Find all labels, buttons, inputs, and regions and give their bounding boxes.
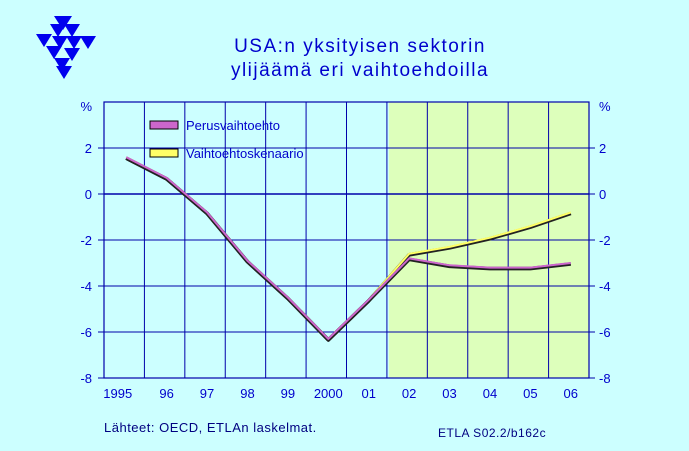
x-tick-label: 05 — [523, 386, 537, 401]
source-note: Lähteet: OECD, ETLAn laskelmat. — [104, 420, 317, 435]
x-tick-label: 1995 — [103, 386, 132, 401]
logo-triangle — [50, 24, 66, 37]
legend-label: Vaihtoehtoskenaario — [186, 146, 304, 161]
y-tick-label-right: -6 — [599, 325, 611, 340]
logo-triangle — [64, 24, 80, 37]
logo-triangle — [64, 48, 80, 61]
legend-swatch — [149, 120, 179, 130]
x-tick-label: 2000 — [314, 386, 343, 401]
x-tick-label: 01 — [361, 386, 375, 401]
legend-swatch — [149, 148, 179, 158]
x-tick-label: 96 — [159, 386, 173, 401]
y-unit-right: % — [599, 99, 611, 114]
y-unit-left: % — [80, 99, 92, 114]
y-tick-label-left: -4 — [80, 279, 92, 294]
y-tick-label-right: -4 — [599, 279, 611, 294]
logo-triangle — [36, 34, 52, 47]
legend-label: Perusvaihtoehto — [186, 118, 280, 133]
y-tick-label-left: -2 — [80, 233, 92, 248]
logo-triangle — [54, 16, 72, 30]
x-tick-label: 99 — [281, 386, 295, 401]
logo-triangle — [80, 36, 96, 49]
chart-code: ETLA S02.2/b162c — [438, 426, 547, 440]
series-line-perusvaihtoehto — [125, 156, 571, 340]
x-tick-label: 97 — [200, 386, 214, 401]
x-tick-label: 02 — [402, 386, 416, 401]
y-tick-label-right: 2 — [599, 141, 606, 156]
logo-triangle — [54, 58, 70, 71]
etla-logo — [36, 16, 96, 79]
x-tick-label: 98 — [240, 386, 254, 401]
y-tick-label-left: -8 — [80, 371, 92, 386]
y-tick-label-left: 0 — [85, 187, 92, 202]
x-tick-label: 03 — [442, 386, 456, 401]
y-tick-label-right: -2 — [599, 233, 611, 248]
x-tick-label: 06 — [564, 386, 578, 401]
logo-triangle — [52, 36, 68, 49]
y-tick-label-left: 2 — [85, 141, 92, 156]
y-tick-label-right: -8 — [599, 371, 611, 386]
y-tick-label-left: -6 — [80, 325, 92, 340]
logo-triangle — [56, 66, 72, 79]
y-tick-label-right: 0 — [599, 187, 606, 202]
logo-triangle — [66, 36, 82, 49]
chart-title-line2: ylijäämä eri vaihtoehdoilla — [230, 60, 490, 81]
x-tick-label: 04 — [483, 386, 497, 401]
chart-title-line1: USA:n yksityisen sektorin — [234, 36, 486, 57]
logo-triangle — [46, 46, 62, 59]
